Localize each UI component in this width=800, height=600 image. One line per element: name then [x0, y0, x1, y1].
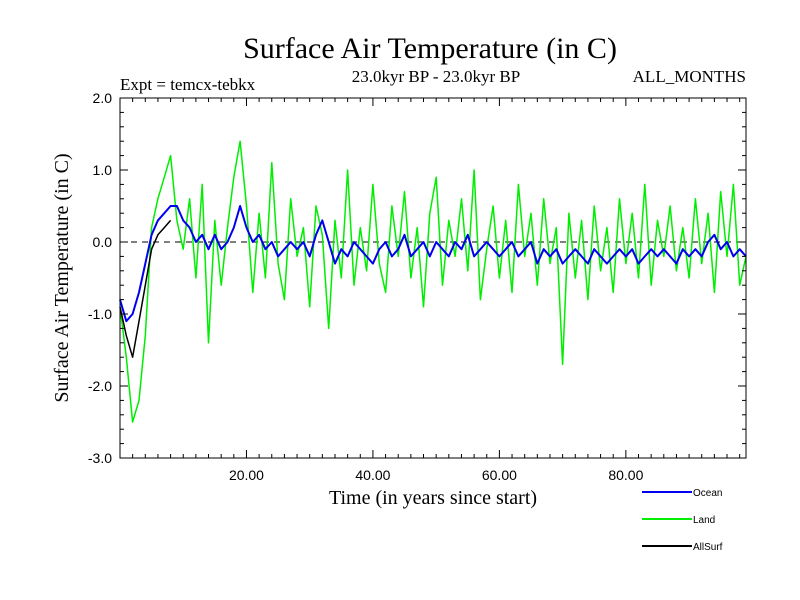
- series-line-ocean: [119, 205, 747, 323]
- series-line-land: [119, 140, 747, 423]
- y-tick-label: -3.0: [88, 450, 112, 466]
- legend-label-allsurf: AllSurf: [693, 542, 723, 553]
- legend-label-ocean: Ocean: [693, 488, 722, 499]
- y-tick-label: -1.0: [88, 306, 112, 322]
- plot-area: [119, 140, 747, 423]
- y-tick-label: -2.0: [88, 378, 112, 394]
- period-label: 23.0kyr BP - 23.0kyr BP: [352, 67, 520, 86]
- y-tick-label: 1.0: [93, 162, 113, 178]
- x-tick-label: 60.00: [482, 467, 517, 483]
- y-axis: -3.0 -2.0 -1.0 0.0 1.0 2.0: [88, 90, 746, 466]
- experiment-label: Expt = temcx-tebkx: [120, 75, 256, 94]
- legend: Ocean Land AllSurf: [642, 488, 723, 553]
- y-axis-label: Surface Air Temperature (in C): [51, 153, 73, 402]
- y-tick-label: 2.0: [93, 90, 113, 106]
- months-label: ALL_MONTHS: [633, 67, 746, 86]
- plot-frame: [119, 97, 747, 459]
- x-tick-label: 80.00: [608, 467, 643, 483]
- y-tick-label: 0.0: [93, 234, 113, 250]
- x-axis: 20.00 40.00 60.00 80.00: [132, 98, 741, 483]
- chart-title: Surface Air Temperature (in C): [243, 32, 617, 65]
- x-tick-label: 40.00: [355, 467, 390, 483]
- x-tick-label: 20.00: [229, 467, 264, 483]
- x-axis-label: Time (in years since start): [329, 487, 537, 509]
- series-line-allsurf: [119, 219, 172, 358]
- legend-label-land: Land: [693, 515, 715, 526]
